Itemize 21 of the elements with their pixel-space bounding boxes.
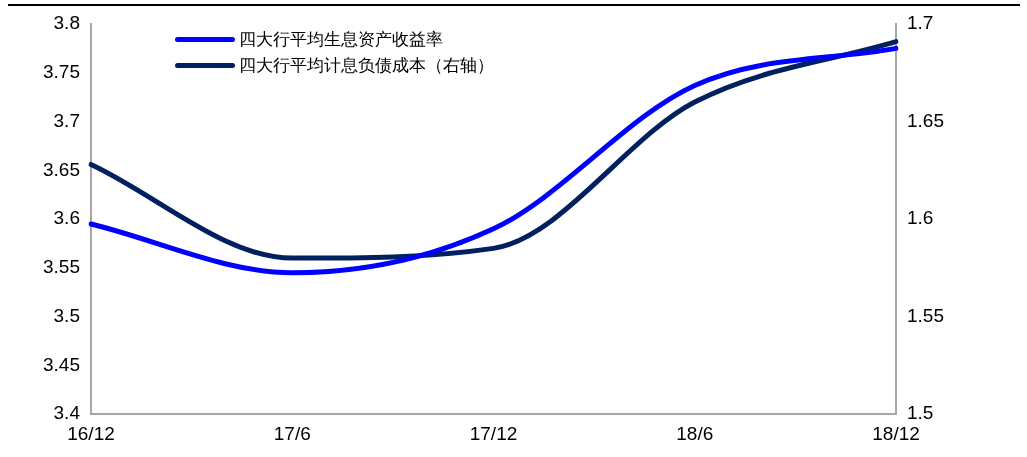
y2-tick-label: 1.5 [907, 402, 934, 424]
y-tick-label: 3.7 [53, 109, 80, 131]
legend-label: 四大行平均生息资产收益率 [239, 27, 443, 51]
y-tick-label: 3.8 [53, 12, 80, 34]
y-tick-label: 3.55 [43, 256, 80, 278]
x-tick-label: 18/6 [676, 422, 714, 444]
x-tick-label: 17/12 [469, 422, 518, 444]
legend-label: 四大行平均计息负债成本（右轴） [239, 53, 494, 77]
y-tick-label: 3.45 [43, 353, 80, 375]
y-tick-label: 3.75 [43, 61, 80, 83]
x-tick-label: 16/12 [67, 422, 115, 444]
y2-tick-label: 1.65 [907, 109, 944, 131]
x-tick-label: 18/12 [872, 422, 920, 444]
x-tick-label: 17/6 [273, 422, 311, 444]
y-tick-label: 3.65 [43, 158, 80, 180]
y2-tick-label: 1.6 [907, 207, 934, 229]
y2-tick-label: 1.55 [907, 304, 944, 326]
y-tick-label: 3.6 [53, 207, 80, 229]
y2-tick-label: 1.7 [907, 12, 934, 34]
y-tick-label: 3.5 [53, 304, 80, 326]
y-tick-label: 3.4 [53, 402, 81, 424]
